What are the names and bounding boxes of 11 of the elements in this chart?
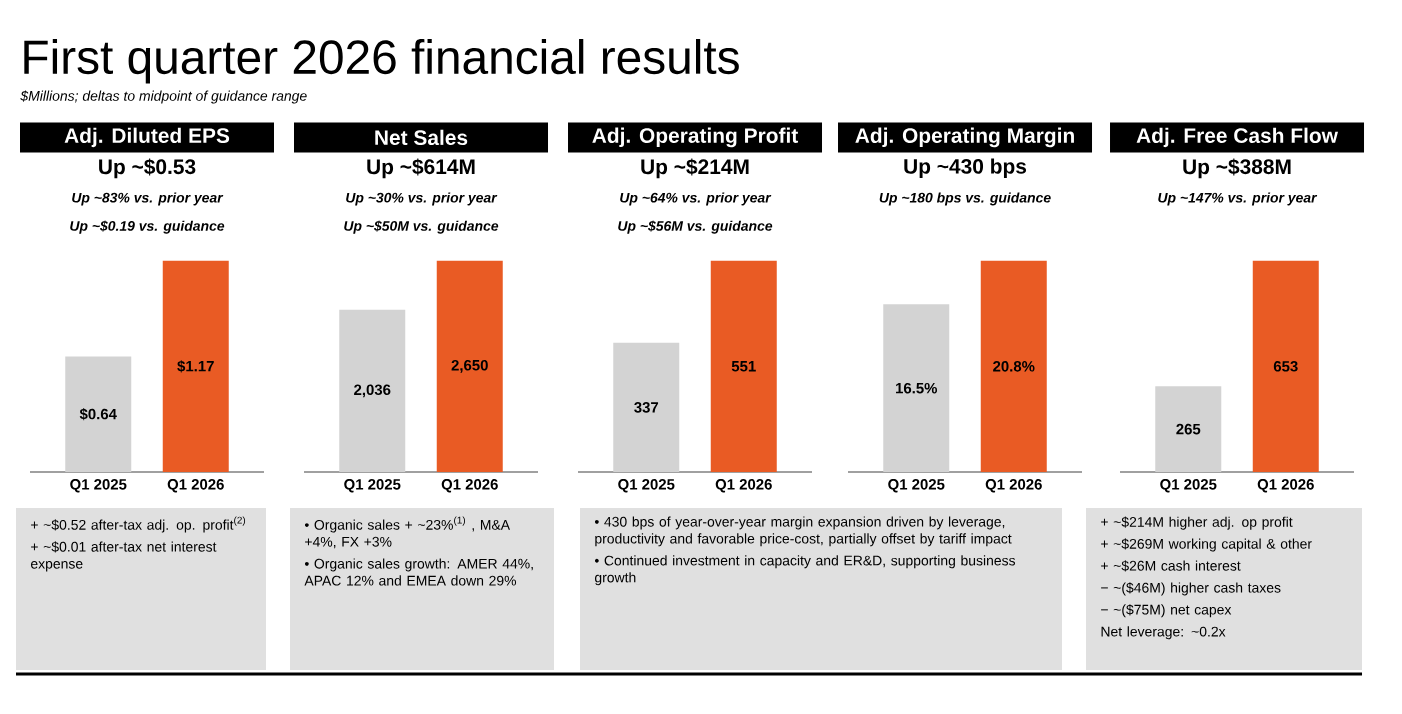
chart-subtitle: Up ~$614M (367, 158, 475, 179)
chart-title: Net Sales (375, 129, 468, 146)
chart-title: Adj. Operating Margin (855, 127, 1074, 148)
chart-subtitle: Up ~$0.53 (99, 158, 196, 179)
chart-title: Adj. Operating Profit (592, 127, 799, 148)
text: First quarter 2026 financial results (24, 39, 739, 84)
chart-subtitle: Up ~430 bps (904, 158, 1027, 178)
chart-title: Adj. Free Cash Flow (1136, 127, 1338, 148)
chart-title: Adj. Diluted EPS (64, 127, 230, 148)
chart-subtitle: Up ~$388M (1183, 158, 1291, 179)
chart-subtitle: Up ~$214M (641, 158, 749, 179)
